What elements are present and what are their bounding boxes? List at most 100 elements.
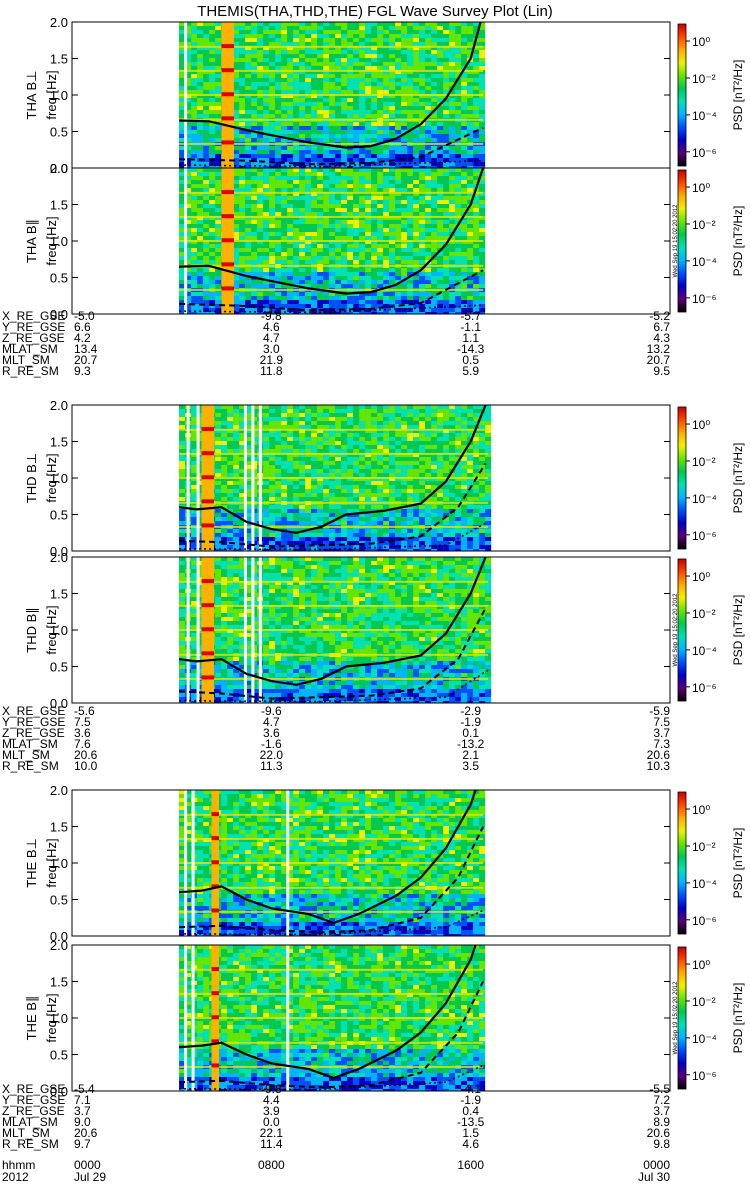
ephemeris-value: 4.7 bbox=[263, 715, 280, 729]
freq-axis-label: freq [Hz] bbox=[44, 453, 59, 502]
ephemeris-label: MLAT_SM bbox=[2, 1115, 58, 1129]
harmonic-line bbox=[179, 69, 484, 72]
colorbar-tick-label: 10⁻² bbox=[692, 455, 716, 469]
ephemeris-value: 20.6 bbox=[74, 1126, 98, 1140]
hot-band-peak bbox=[221, 44, 234, 49]
ephemeris-value: 8.9 bbox=[653, 1115, 670, 1129]
ephemeris-value: -5.4 bbox=[74, 1082, 95, 1096]
colorbar-tick-label: 10⁰ bbox=[692, 958, 710, 972]
harmonic-line bbox=[179, 604, 489, 607]
panel-name: THE B∥ bbox=[24, 996, 39, 1041]
half-frequency-curve bbox=[179, 126, 484, 166]
harmonic-line bbox=[179, 1041, 484, 1044]
data-gap bbox=[286, 790, 290, 936]
colorbar-label: PSD [nT²/Hz] bbox=[731, 595, 745, 666]
panel-name: THD B∥ bbox=[24, 607, 39, 653]
harmonic-line bbox=[179, 452, 489, 455]
ephemeris-label: X_RE_GSE bbox=[2, 704, 65, 718]
hot-band-peak bbox=[221, 262, 234, 267]
hot-band-peak bbox=[221, 68, 234, 73]
colorbar-label: PSD [nT²/Hz] bbox=[731, 60, 745, 131]
ephemeris-value: -4.1 bbox=[460, 1082, 481, 1096]
ephemeris-value: 9.3 bbox=[74, 364, 91, 378]
ephemeris-value: -14.3 bbox=[457, 342, 485, 356]
half-frequency-curve bbox=[179, 269, 484, 312]
colorbar bbox=[677, 791, 687, 935]
spectrogram-panel: 0.0 0.5 1.0 1.5 2.0 THA B∥ freq [Hz] 10⁰ 10⁻² 10⁻… bbox=[24, 161, 745, 322]
colorbar-tick-label: 10⁰ bbox=[692, 570, 710, 584]
harmonic-line bbox=[179, 94, 484, 96]
ephemeris-value: 0.0 bbox=[263, 1115, 280, 1129]
colorbar bbox=[677, 406, 687, 550]
harmonic-line bbox=[179, 886, 484, 889]
ephemeris-value: 9.5 bbox=[653, 364, 670, 378]
ephemeris-value: 20.6 bbox=[647, 1126, 671, 1140]
freq-axis-label: freq [Hz] bbox=[44, 605, 59, 654]
ephemeris-value: 21.9 bbox=[260, 353, 284, 367]
data-gap bbox=[251, 405, 255, 551]
date-label: Jul 30 bbox=[638, 1170, 670, 1184]
half-frequency-curve bbox=[179, 607, 487, 700]
ephemeris-value: 1.1 bbox=[462, 331, 479, 345]
spectrogram-panel: 0.0 0.5 1.0 1.5 2.0 THD B⊥ freq [Hz] 10⁰ 10⁻² 10⁻… bbox=[24, 398, 745, 559]
ephemeris-value: 6.6 bbox=[74, 320, 91, 334]
y-tick-label: 1.0 bbox=[50, 234, 68, 249]
y-tick-label: 0.5 bbox=[50, 271, 68, 286]
data-gap bbox=[186, 557, 190, 703]
y-tick-label: 2.0 bbox=[50, 161, 68, 176]
harmonic-line bbox=[179, 118, 484, 121]
ephemeris-value: 20.7 bbox=[647, 353, 671, 367]
harmonic-line bbox=[179, 653, 489, 656]
ephemeris-value: -5.9 bbox=[649, 704, 670, 718]
y-tick-label: 0.5 bbox=[50, 893, 68, 908]
ephemeris-label: MLAT_SM bbox=[2, 737, 58, 751]
ephemeris-value: 9.8 bbox=[653, 1137, 670, 1151]
harmonic-line bbox=[179, 580, 489, 583]
hot-band-peak bbox=[211, 812, 220, 817]
ephemeris-value: 4.6 bbox=[263, 320, 280, 334]
colorbar-tick-label: 10⁻⁴ bbox=[692, 255, 717, 269]
hot-band-peak bbox=[211, 991, 220, 996]
lower-frequency-curve bbox=[179, 1064, 484, 1091]
y-tick-label: 0.5 bbox=[50, 660, 68, 675]
ephemeris-value: 3.6 bbox=[74, 726, 91, 740]
cyclotron-frequency-curve bbox=[179, 945, 477, 1080]
date-label: Jul 29 bbox=[74, 1170, 106, 1184]
ephemeris-value: 4.2 bbox=[74, 331, 91, 345]
panel-name: THA B∥ bbox=[24, 219, 39, 263]
ephemeris-label: Z_RE_GSE bbox=[2, 726, 65, 740]
harmonic-line bbox=[179, 191, 484, 194]
data-gap bbox=[184, 22, 188, 168]
spectrogram-panel: 0.0 0.5 1.0 1.5 2.0 THE B⊥ freq [Hz] 10⁰ 10⁻² 10⁻… bbox=[24, 783, 745, 944]
ephemeris-label: X_RE_GSE bbox=[2, 1082, 65, 1096]
data-gap bbox=[184, 945, 188, 1091]
y-tick-label: 0.5 bbox=[50, 1048, 68, 1063]
y-tick-label: 1.5 bbox=[50, 975, 68, 990]
hot-band-peak bbox=[211, 967, 220, 972]
cyclotron-frequency-curve bbox=[178, 405, 487, 534]
hot-band-peak bbox=[211, 836, 220, 841]
hot-band-peak bbox=[201, 627, 215, 632]
colorbar-tick-label: 10⁻⁴ bbox=[692, 492, 717, 506]
x-tick-label: 0000 bbox=[643, 1158, 670, 1172]
hot-band-peak bbox=[221, 92, 234, 97]
cyclotron-frequency-curve bbox=[179, 790, 477, 925]
ephemeris-value: 0.1 bbox=[462, 726, 479, 740]
y-tick-label: 1.0 bbox=[50, 471, 68, 486]
ephemeris-value: -2.9 bbox=[460, 704, 481, 718]
colorbar-tick-label: 10⁻⁴ bbox=[692, 644, 717, 658]
harmonic-line bbox=[179, 968, 484, 971]
harmonic-line bbox=[179, 45, 484, 48]
hot-band-peak bbox=[221, 140, 234, 145]
ephemeris-value: 20.7 bbox=[74, 353, 98, 367]
y-tick-label: 2.0 bbox=[50, 398, 68, 413]
colorbar-tick-label: 10⁻² bbox=[692, 840, 716, 854]
x-tick-label: 1600 bbox=[457, 1158, 484, 1172]
colorbar bbox=[677, 946, 687, 1090]
ephemeris-value: -5.5 bbox=[649, 1082, 670, 1096]
y-tick-label: 0.0 bbox=[50, 1084, 68, 1099]
ephemeris-value: 3.6 bbox=[263, 726, 280, 740]
harmonic-line bbox=[179, 862, 484, 864]
harmonic-line bbox=[179, 813, 484, 816]
ephemeris-value: 1.5 bbox=[462, 1126, 479, 1140]
